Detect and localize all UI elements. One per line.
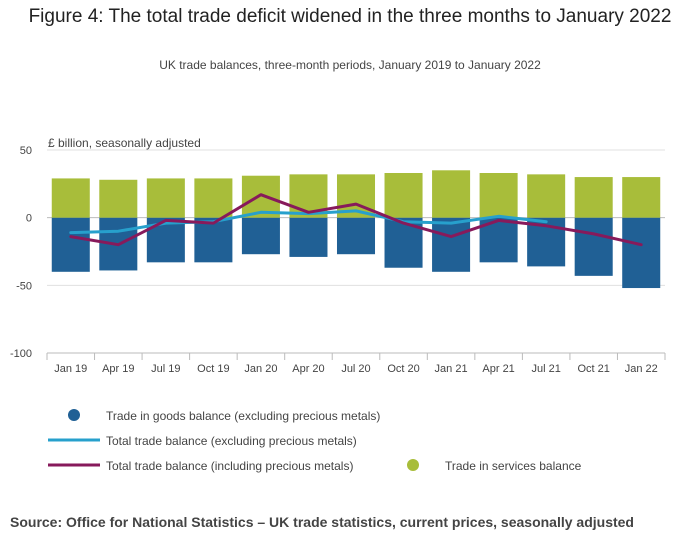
y-tick-label: 0: [26, 213, 32, 225]
total-incl-line: [69, 193, 643, 247]
goods-bar: [289, 217, 328, 257]
goods-bar: [336, 217, 376, 255]
x-tick-label: Apr 21: [482, 363, 514, 375]
services-bar: [51, 178, 90, 218]
services-bar: [384, 173, 423, 218]
legend: Trade in goods balance (excluding precio…: [48, 409, 582, 473]
x-tick-label: Jan 20: [244, 363, 277, 375]
legend-services-label: Trade in services balance: [445, 459, 582, 473]
x-tick-label: Jul 19: [151, 363, 180, 375]
legend-goods-marker: [68, 409, 80, 421]
services-bar: [527, 174, 566, 218]
x-tick-label: Jan 21: [435, 363, 468, 375]
source-note: Source: Office for National Statistics –…: [10, 514, 634, 530]
x-tick-label: Jul 21: [531, 363, 560, 375]
goods-bar: [622, 217, 661, 289]
services-bar: [479, 173, 518, 218]
services-bar: [432, 170, 471, 218]
services-bar: [622, 177, 661, 218]
legend-services-marker: [407, 459, 419, 471]
services-bar: [194, 178, 233, 218]
x-tick-label: Oct 20: [387, 363, 419, 375]
legend-goods-label: Trade in goods balance (excluding precio…: [106, 409, 380, 423]
x-tick-label: Jul 20: [341, 363, 370, 375]
goods-bar: [432, 217, 471, 272]
services-bar: [574, 177, 613, 218]
services-bar: [146, 178, 185, 218]
y-tick-label: -50: [16, 280, 32, 292]
lines-layer: [69, 193, 643, 247]
y-axis-label: £ billion, seasonally adjusted: [48, 136, 201, 150]
services-bar: [99, 179, 138, 218]
x-tick-label: Oct 19: [197, 363, 229, 375]
y-tick-label: 50: [20, 145, 32, 157]
legend-total-excl-label: Total trade balance (excluding precious …: [106, 434, 357, 448]
goods-bar: [241, 217, 280, 255]
x-tick-label: Apr 19: [102, 363, 134, 375]
x-tick-label: Jan 19: [54, 363, 87, 375]
services-bar: [241, 175, 280, 218]
x-tick-label: Jan 22: [625, 363, 658, 375]
goods-bar: [574, 217, 613, 276]
axis-layer: 50 0 -50 -100 Jan 19 Apr 19 Jul 19 Oct 19 Jan 20…: [10, 145, 666, 375]
y-tick-label: -100: [10, 348, 32, 360]
legend-total-incl-label: Total trade balance (including precious …: [106, 459, 353, 473]
x-tick-label: Oct 21: [577, 363, 609, 375]
goods-bar: [194, 217, 233, 263]
goods-bar: [384, 217, 423, 268]
goods-bar: [51, 217, 90, 272]
x-tick-label: Apr 20: [292, 363, 324, 375]
chart-subtitle: UK trade balances, three-month periods, …: [159, 58, 541, 72]
chart-title: Figure 4: The total trade deficit widene…: [28, 6, 672, 27]
